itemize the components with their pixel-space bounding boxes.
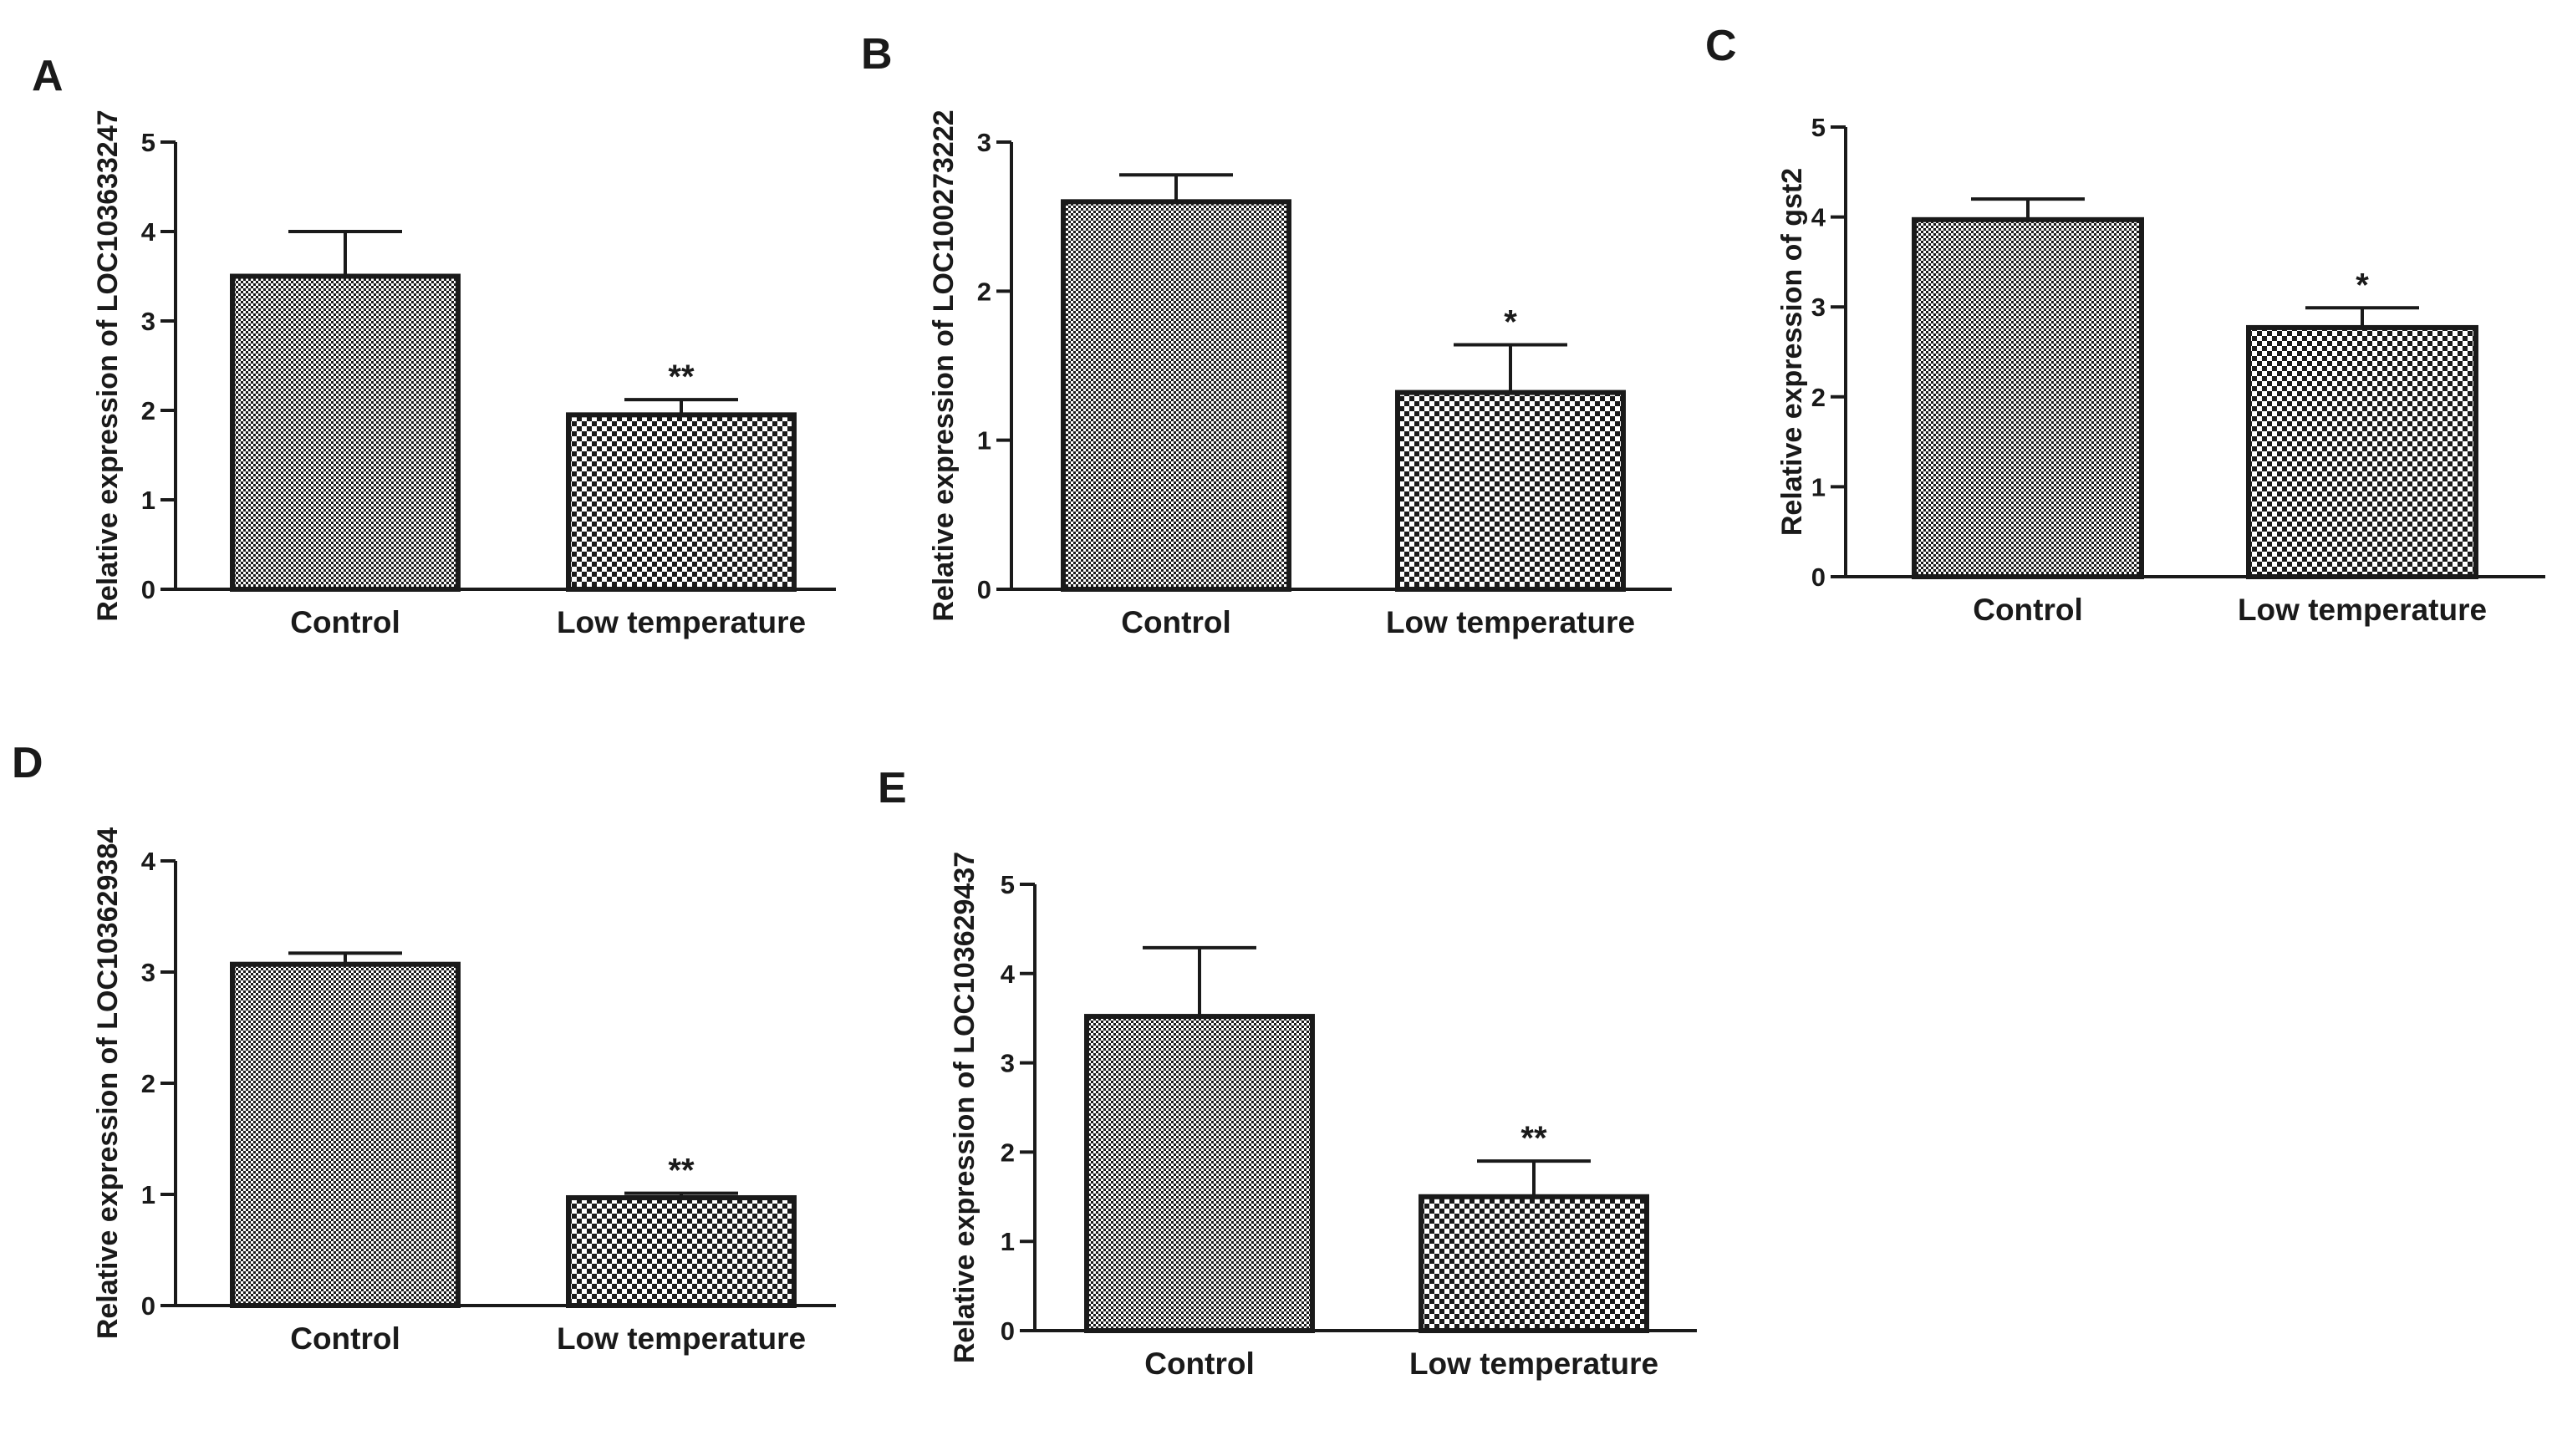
significance-mark: *	[2356, 267, 2369, 303]
panel-d: D Relative expression of LOC103629384 0 1 2 3…	[12, 739, 836, 1356]
y-tick-label: 2	[1001, 1138, 1015, 1167]
bar-low-temperature	[1395, 389, 1626, 592]
y-tick-label: 3	[977, 128, 991, 157]
y-tick-label: 3	[141, 958, 155, 987]
panels: A Relative expression of LOC103633247 0 1 2 3…	[12, 22, 2545, 1381]
y-tick-label: 5	[1811, 113, 1826, 142]
y-tick-label: 3	[1811, 293, 1826, 322]
panel-letter: A	[32, 52, 64, 100]
category-label-control: Control	[1973, 593, 2083, 627]
y-tick-label: 0	[1811, 563, 1826, 592]
y-tick-label: 1	[141, 1180, 155, 1209]
category-label-low-temperature: Low temperature	[1409, 1347, 1658, 1381]
bar-low-temperature	[2246, 324, 2478, 579]
category-label-low-temperature: Low temperature	[1386, 605, 1635, 639]
y-tick-label: 5	[141, 128, 155, 157]
y-axis-label: Relative expression of gst2	[1776, 168, 1808, 536]
category-label-control: Control	[290, 605, 400, 639]
bar-control	[1084, 1014, 1315, 1333]
y-tick-label: 1	[1001, 1227, 1015, 1256]
significance-mark: **	[668, 359, 695, 395]
panel-letter: D	[12, 739, 43, 787]
category-label-control: Control	[1121, 605, 1231, 639]
significance-mark: **	[668, 1153, 695, 1189]
significance-mark: **	[1520, 1120, 1547, 1157]
panel-letter: C	[1705, 22, 1737, 70]
category-label-low-temperature: Low temperature	[557, 605, 806, 639]
y-tick-label: 0	[977, 575, 991, 604]
significance-mark: *	[1504, 304, 1517, 341]
panel-letter: B	[861, 30, 893, 79]
panel-a: A Relative expression of LOC103633247 0 1 2 3…	[32, 52, 836, 639]
y-axis-label: Relative expression of LOC103629437	[949, 852, 981, 1363]
y-tick-label: 2	[141, 396, 155, 425]
y-tick-label: 1	[1811, 472, 1826, 501]
bar-control	[230, 961, 461, 1308]
category-label-control: Control	[290, 1321, 400, 1356]
category-label-low-temperature: Low temperature	[2238, 593, 2487, 627]
panel-letter: E	[878, 764, 907, 812]
y-tick-label: 0	[141, 575, 155, 604]
y-tick-label: 0	[141, 1291, 155, 1321]
bar-low-temperature	[566, 412, 797, 592]
panel-e: E Relative expression of LOC103629437 0 1 2 3…	[878, 764, 1697, 1381]
y-tick-label: 3	[141, 307, 155, 336]
y-tick-label: 2	[977, 277, 991, 306]
y-tick-label: 3	[1001, 1049, 1015, 1078]
y-axis-label: Relative expression of LOC100273222	[928, 109, 960, 621]
bar-control	[1061, 199, 1291, 592]
bar-low-temperature	[566, 1194, 797, 1308]
panel-b: B Relative expression of LOC100273222 0 1 2 3…	[861, 30, 1672, 639]
category-label-control: Control	[1144, 1347, 1255, 1381]
bar-low-temperature	[1419, 1194, 1649, 1334]
y-tick-label: 1	[141, 486, 155, 515]
y-tick-label: 4	[1001, 960, 1016, 989]
bar-control	[1912, 216, 2144, 579]
y-tick-label: 5	[1001, 870, 1015, 899]
y-tick-label: 2	[1811, 383, 1826, 412]
category-label-low-temperature: Low temperature	[557, 1321, 806, 1356]
y-tick-label: 2	[141, 1069, 155, 1098]
y-tick-label: 4	[141, 217, 156, 247]
y-tick-label: 0	[1001, 1316, 1015, 1346]
bar-control	[230, 273, 461, 592]
y-tick-label: 1	[977, 426, 991, 456]
y-axis-label: Relative expression of LOC103629384	[92, 827, 124, 1339]
y-axis-label: Relative expression of LOC103633247	[92, 109, 124, 621]
y-tick-label: 4	[1811, 203, 1826, 232]
y-tick-label: 4	[141, 847, 156, 876]
